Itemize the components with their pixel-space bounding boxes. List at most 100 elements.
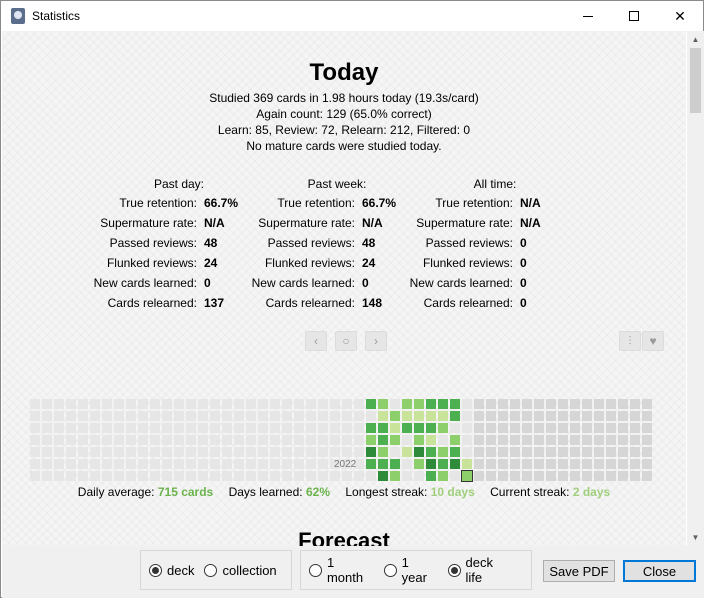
heatmap-day-cell[interactable]: [78, 423, 88, 433]
heatmap-day-cell[interactable]: [594, 411, 604, 421]
heatmap-day-cell[interactable]: [102, 471, 112, 481]
heatmap-day-cell[interactable]: [306, 423, 316, 433]
heatmap-day-cell[interactable]: [546, 423, 556, 433]
heatmap-day-cell[interactable]: [90, 447, 100, 457]
heatmap-day-cell[interactable]: [42, 435, 52, 445]
heatmap-day-cell[interactable]: [234, 435, 244, 445]
scope-deck-radio[interactable]: deck: [149, 563, 194, 578]
heatmap-day-cell[interactable]: [246, 459, 256, 469]
heatmap-day-cell[interactable]: [66, 435, 76, 445]
heatmap-day-cell[interactable]: [414, 471, 424, 481]
heatmap-day-cell[interactable]: [546, 411, 556, 421]
heatmap-day-cell[interactable]: [594, 399, 604, 409]
heatmap-day-cell[interactable]: [126, 471, 136, 481]
heatmap-day-cell[interactable]: [354, 471, 364, 481]
heatmap-day-cell[interactable]: [558, 435, 568, 445]
heatmap-day-cell[interactable]: [186, 459, 196, 469]
heatmap-day-cell[interactable]: [534, 399, 544, 409]
heatmap-day-cell[interactable]: [474, 411, 484, 421]
heatmap-day-cell[interactable]: [222, 399, 232, 409]
heatmap-day-cell[interactable]: [342, 447, 352, 457]
heatmap-day-cell[interactable]: [402, 471, 412, 481]
heatmap-day-cell[interactable]: [258, 471, 268, 481]
heatmap-day-cell[interactable]: [246, 435, 256, 445]
heatmap-day-cell[interactable]: [426, 471, 436, 481]
heatmap-favorite-button[interactable]: ♥: [642, 331, 664, 351]
heatmap-day-cell[interactable]: [294, 447, 304, 457]
heatmap-day-cell[interactable]: [510, 447, 520, 457]
heatmap-day-cell[interactable]: [102, 447, 112, 457]
heatmap-day-cell[interactable]: [54, 399, 64, 409]
heatmap-day-cell[interactable]: [438, 435, 448, 445]
heatmap-day-cell[interactable]: [138, 399, 148, 409]
heatmap-day-cell[interactable]: [162, 459, 172, 469]
heatmap-day-cell[interactable]: [402, 435, 412, 445]
heatmap-day-cell[interactable]: [162, 423, 172, 433]
heatmap-day-cell[interactable]: [438, 399, 448, 409]
heatmap-day-cell[interactable]: [126, 447, 136, 457]
heatmap-day-cell[interactable]: [174, 411, 184, 421]
heatmap-day-cell[interactable]: [642, 459, 652, 469]
heatmap-day-cell[interactable]: [162, 447, 172, 457]
heatmap-day-cell[interactable]: [282, 459, 292, 469]
heatmap-day-cell[interactable]: [582, 435, 592, 445]
heatmap-day-cell[interactable]: [306, 411, 316, 421]
minimize-button[interactable]: [565, 1, 611, 31]
heatmap-day-cell[interactable]: [570, 459, 580, 469]
heatmap-day-cell[interactable]: [342, 423, 352, 433]
heatmap-day-cell[interactable]: [66, 399, 76, 409]
heatmap-day-cell[interactable]: [78, 399, 88, 409]
heatmap-day-cell[interactable]: [54, 459, 64, 469]
heatmap-day-cell[interactable]: [366, 411, 376, 421]
heatmap-day-cell[interactable]: [138, 435, 148, 445]
heatmap-day-cell[interactable]: [102, 423, 112, 433]
heatmap-day-cell[interactable]: [630, 435, 640, 445]
heatmap-day-cell[interactable]: [138, 459, 148, 469]
heatmap-day-cell[interactable]: [582, 411, 592, 421]
heatmap-day-cell[interactable]: [42, 411, 52, 421]
heatmap-day-cell[interactable]: [186, 435, 196, 445]
heatmap-day-cell[interactable]: [198, 423, 208, 433]
heatmap-day-cell[interactable]: [426, 423, 436, 433]
heatmap-day-cell[interactable]: [174, 435, 184, 445]
heatmap-day-cell[interactable]: [366, 423, 376, 433]
heatmap-day-cell[interactable]: [318, 411, 328, 421]
heatmap-day-cell[interactable]: [426, 447, 436, 457]
heatmap-day-cell[interactable]: [246, 423, 256, 433]
heatmap-day-cell[interactable]: [30, 435, 40, 445]
heatmap-day-cell[interactable]: [570, 399, 580, 409]
heatmap-day-cell[interactable]: [378, 435, 388, 445]
heatmap-day-cell[interactable]: [282, 411, 292, 421]
heatmap-day-cell[interactable]: [318, 399, 328, 409]
heatmap-day-cell[interactable]: [402, 459, 412, 469]
heatmap-day-cell[interactable]: [618, 423, 628, 433]
scroll-up-arrow-icon[interactable]: ▲: [691, 35, 700, 44]
heatmap-day-cell[interactable]: [246, 471, 256, 481]
heatmap-day-cell[interactable]: [234, 423, 244, 433]
heatmap-day-cell[interactable]: [558, 411, 568, 421]
heatmap-day-cell[interactable]: [486, 399, 496, 409]
heatmap-day-cell[interactable]: [198, 399, 208, 409]
heatmap-day-cell[interactable]: [474, 471, 484, 481]
heatmap-day-cell[interactable]: [30, 471, 40, 481]
heatmap-day-cell[interactable]: [234, 471, 244, 481]
heatmap-day-cell[interactable]: [402, 447, 412, 457]
heatmap-day-cell[interactable]: [366, 435, 376, 445]
heatmap-day-cell[interactable]: [330, 447, 340, 457]
heatmap-day-cell[interactable]: [186, 411, 196, 421]
heatmap-day-cell[interactable]: [270, 411, 280, 421]
heatmap-day-cell[interactable]: [138, 423, 148, 433]
heatmap-day-cell[interactable]: [390, 447, 400, 457]
heatmap-day-cell[interactable]: [558, 459, 568, 469]
heatmap-day-cell[interactable]: [222, 411, 232, 421]
heatmap-day-cell[interactable]: [186, 399, 196, 409]
heatmap-day-cell[interactable]: [378, 459, 388, 469]
heatmap-day-cell[interactable]: [54, 423, 64, 433]
heatmap-day-cell[interactable]: [258, 399, 268, 409]
close-window-button[interactable]: ✕: [657, 1, 703, 31]
heatmap-day-cell[interactable]: [618, 399, 628, 409]
heatmap-day-cell[interactable]: [330, 411, 340, 421]
heatmap-day-cell[interactable]: [354, 435, 364, 445]
heatmap-day-cell[interactable]: [630, 423, 640, 433]
heatmap-day-cell[interactable]: [606, 399, 616, 409]
